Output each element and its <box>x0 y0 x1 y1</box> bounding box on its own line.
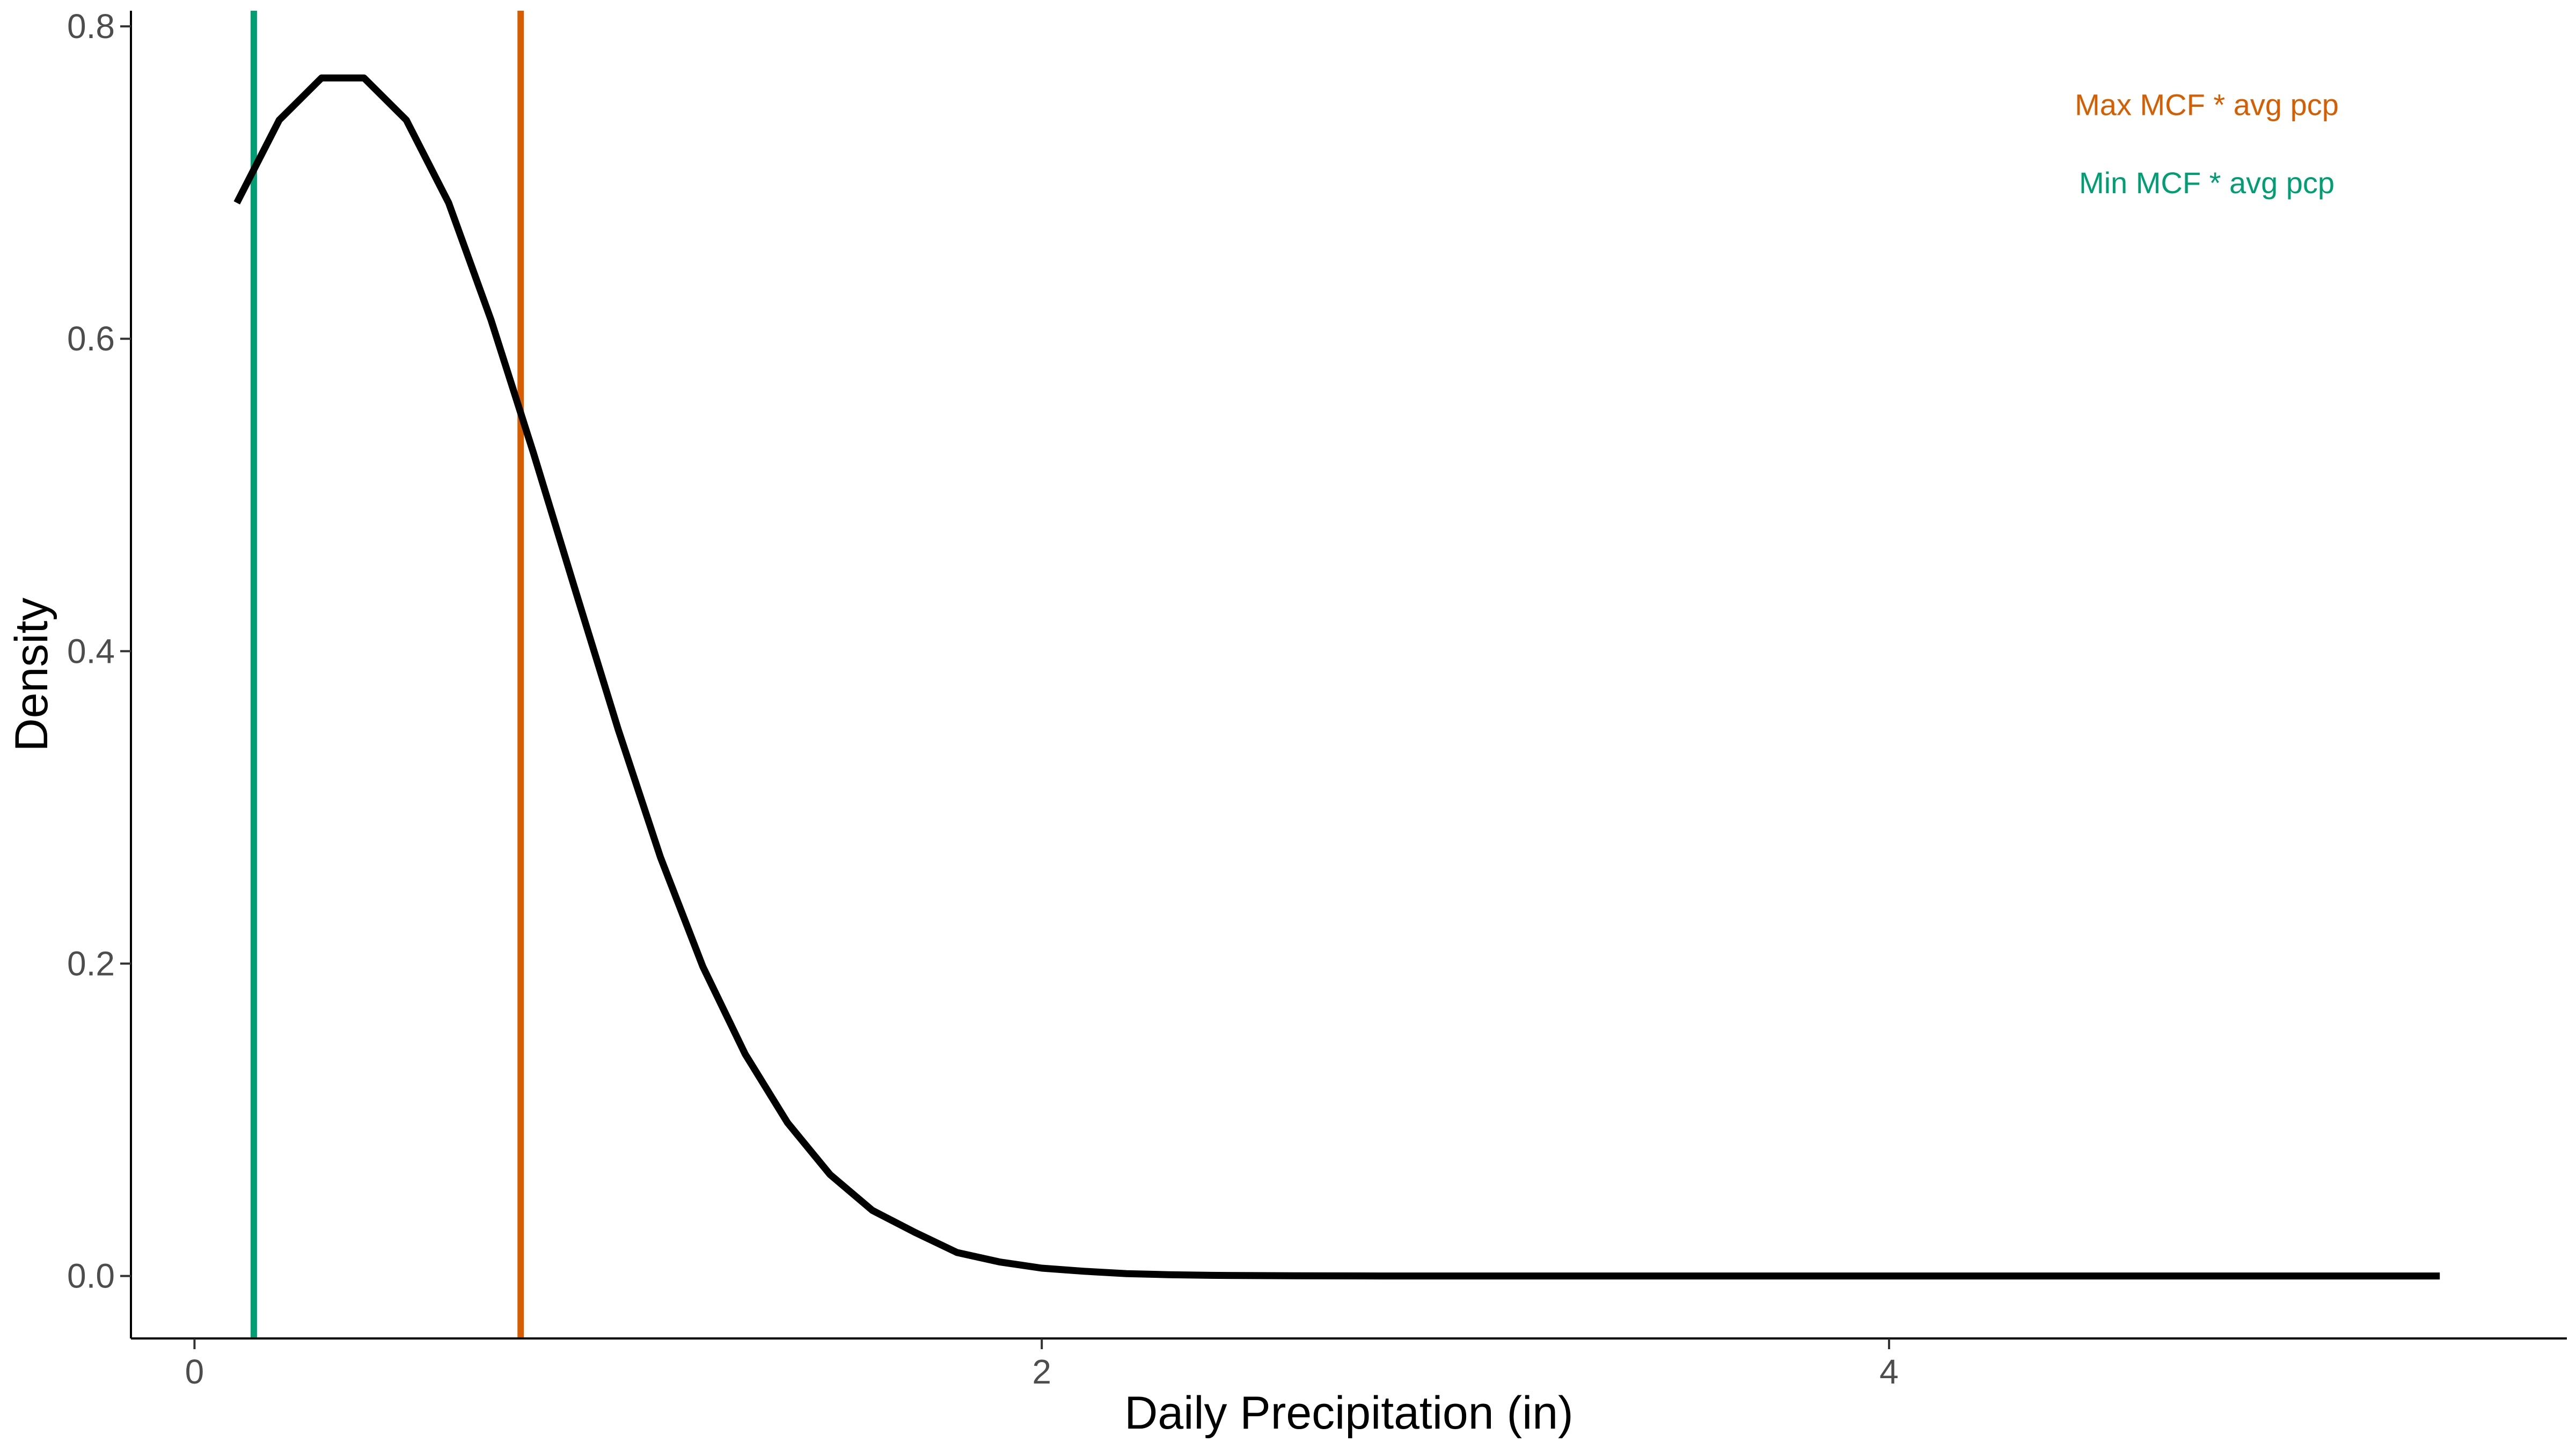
x-axis-title: Daily Precipitation (in) <box>1124 1387 1573 1439</box>
axes: 0 2 4 0.0 0.2 0.4 0.6 0.8 <box>67 7 2567 1391</box>
y-tick-label: 0.8 <box>67 7 115 46</box>
plot-area: Max MCF * avg pcp Min MCF * avg pcp <box>237 11 2440 1338</box>
x-tick-label: 4 <box>1879 1352 1899 1391</box>
y-tick-label: 0.6 <box>67 319 115 358</box>
annotation-label: Max MCF * avg pcp <box>2075 88 2339 122</box>
annotation-label: Min MCF * avg pcp <box>2079 166 2334 200</box>
y-tick-label: 0.4 <box>67 632 115 670</box>
y-tick-label: 0.2 <box>67 944 115 983</box>
x-tick-label: 0 <box>185 1352 204 1391</box>
y-axis-title: Density <box>6 598 57 752</box>
density-curve <box>237 78 2440 1276</box>
x-tick-label: 2 <box>1032 1352 1051 1391</box>
y-tick-label: 0.0 <box>67 1257 115 1296</box>
